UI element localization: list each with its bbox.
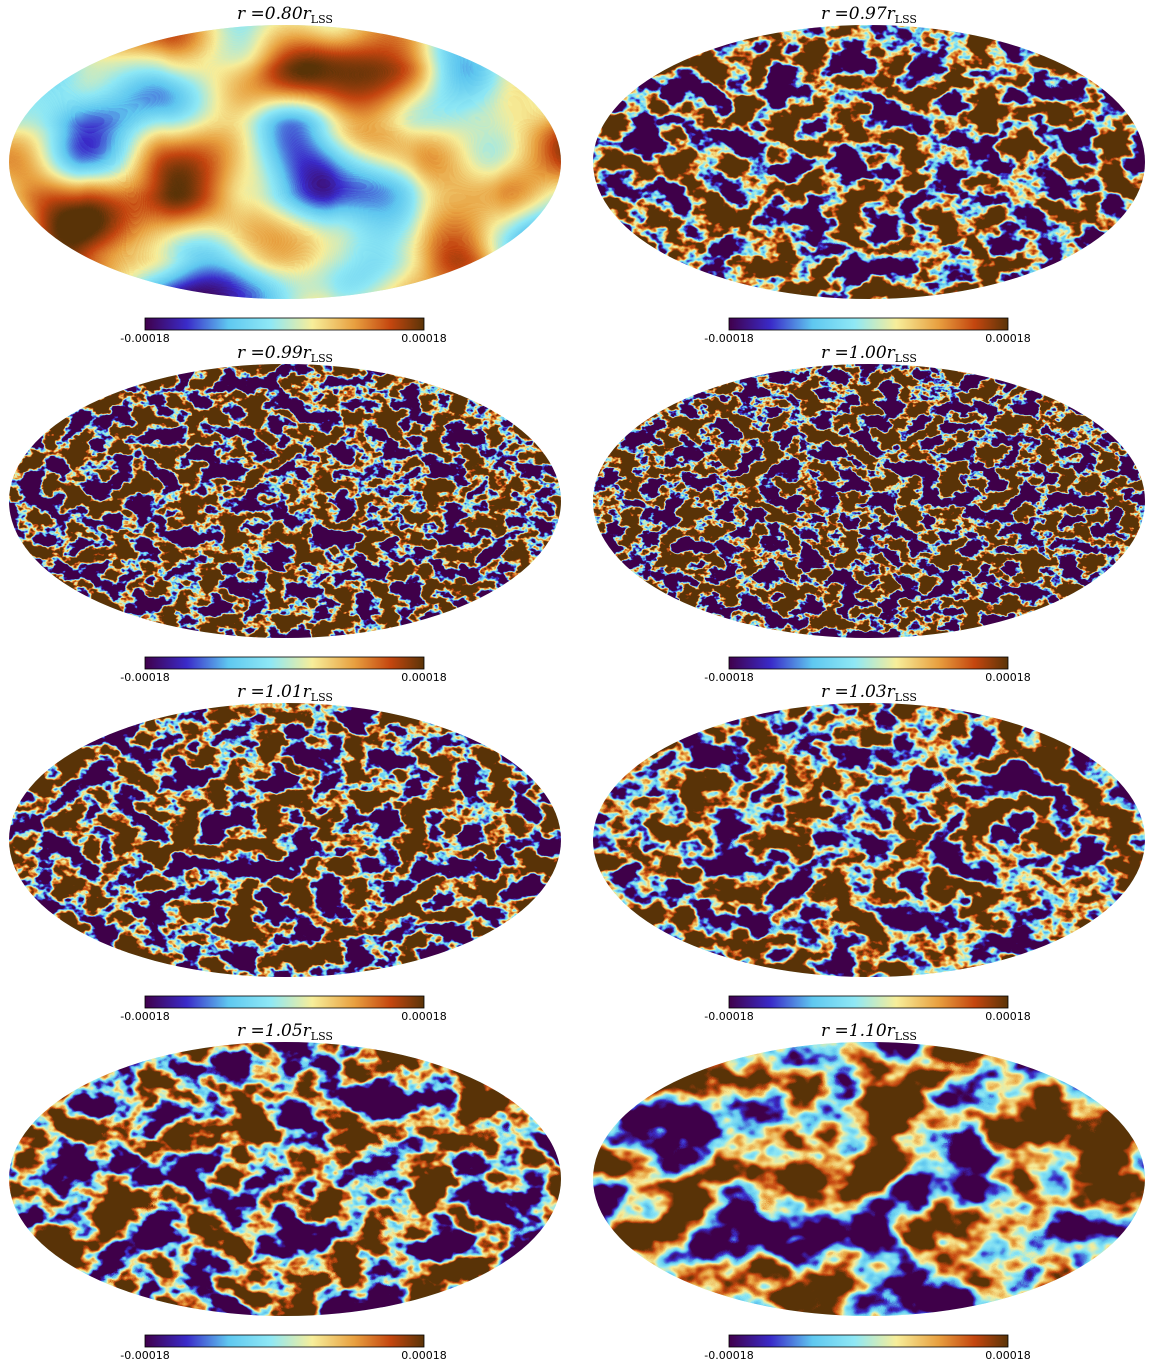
colorbar-min: -0.00018 [704,1349,753,1362]
figure: r =0.80rLSS-0.000180.00018r =0.97rLSS-0.… [0,0,1151,1363]
title-main: r =1.03r [821,682,896,702]
map-panel: r =0.80rLSS -0.00018 0.00018 [9,4,561,345]
sky-map [593,703,1145,977]
colorbar-max: 0.00018 [401,1349,447,1362]
sky-map [9,364,561,638]
title-subscript: LSS [895,1030,917,1043]
colorbar-max: 0.00018 [401,332,447,345]
colorbar-min: -0.00018 [704,671,753,684]
panel-title: r =0.97rLSS [821,4,917,26]
colorbar-min: -0.00018 [120,1010,169,1023]
colorbar-max: 0.00018 [401,1010,447,1023]
map-panel: r =1.01rLSS -0.00018 0.00018 [9,682,561,1023]
colorbar [729,1335,1008,1347]
map-panel: r =0.99rLSS -0.00018 0.00018 [9,343,561,684]
sky-map [593,364,1145,638]
panel-title: r =1.05rLSS [237,1021,333,1043]
title-subscript: LSS [311,691,333,704]
colorbar-max: 0.00018 [985,1010,1031,1023]
title-main: r =1.00r [821,343,896,363]
title-subscript: LSS [311,1030,333,1043]
colorbar-min: -0.00018 [120,671,169,684]
sky-map [9,1042,561,1316]
colorbar-min: -0.00018 [704,1010,753,1023]
colorbar [145,657,424,669]
map-panel: r =1.03rLSS -0.00018 0.00018 [593,682,1145,1023]
title-subscript: LSS [895,13,917,26]
sky-map [9,703,561,977]
panel-title: r =1.10rLSS [821,1021,917,1043]
map-panel: r =1.05rLSS -0.00018 0.00018 [9,1021,561,1362]
map-panel: r =0.97rLSS -0.00018 0.00018 [593,4,1145,345]
panel-title: r =0.99rLSS [237,343,333,365]
sky-map [593,1042,1145,1316]
colorbar [729,996,1008,1008]
colorbar-min: -0.00018 [704,332,753,345]
title-subscript: LSS [311,352,333,365]
colorbar-max: 0.00018 [401,671,447,684]
colorbar [729,318,1008,330]
title-subscript: LSS [895,691,917,704]
colorbar-min: -0.00018 [120,332,169,345]
colorbar [145,1335,424,1347]
map-panel: r =1.10rLSS -0.00018 0.00018 [593,1021,1145,1362]
colorbar-min: -0.00018 [120,1349,169,1362]
panel-title: r =1.01rLSS [237,682,333,704]
colorbar [729,657,1008,669]
title-main: r =1.01r [237,682,312,702]
title-main: r =1.10r [821,1021,896,1041]
title-main: r =1.05r [237,1021,312,1041]
sky-map [593,25,1145,299]
colorbar-max: 0.00018 [985,671,1031,684]
map-panel: r =1.00rLSS -0.00018 0.00018 [593,343,1145,684]
title-main: r =0.80r [237,4,312,24]
panel-title: r =0.80rLSS [237,4,333,26]
title-subscript: LSS [895,352,917,365]
colorbar [145,996,424,1008]
title-subscript: LSS [311,13,333,26]
panel-title: r =1.03rLSS [821,682,917,704]
sky-map [9,25,561,299]
panel-title: r =1.00rLSS [821,343,917,365]
colorbar-max: 0.00018 [985,1349,1031,1362]
title-main: r =0.99r [237,343,312,363]
colorbar [145,318,424,330]
colorbar-max: 0.00018 [985,332,1031,345]
title-main: r =0.97r [821,4,896,24]
